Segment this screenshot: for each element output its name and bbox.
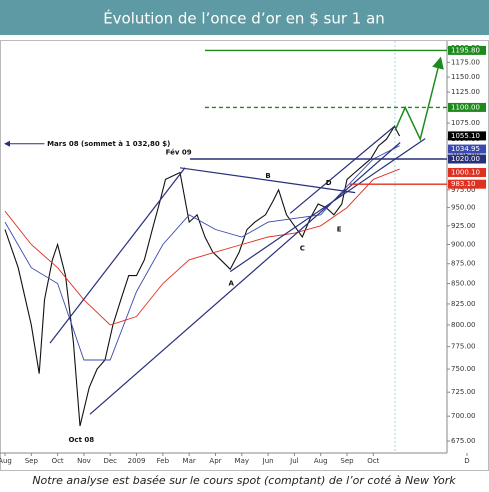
level-box xyxy=(448,102,486,112)
x-tick-label: Jun xyxy=(262,457,274,465)
price-line xyxy=(4,168,400,326)
trend-line xyxy=(89,142,401,415)
y-tick-label: 950.00 xyxy=(451,204,476,212)
annotation: E xyxy=(337,225,342,233)
level-label: 1020.00 xyxy=(451,155,480,163)
trend-line xyxy=(179,167,356,194)
x-tick-label: Mar xyxy=(183,457,196,465)
y-tick-label: 1175.00 xyxy=(451,58,480,66)
x-tick-label: Oct xyxy=(52,457,64,465)
y-tick-label: 800.00 xyxy=(451,321,476,329)
trend-line xyxy=(229,138,426,273)
trend-line xyxy=(289,125,396,214)
annotation: Oct 08 xyxy=(68,436,94,444)
x-tick-label: Dec xyxy=(103,457,117,465)
x-tick-label: D xyxy=(464,457,469,465)
x-tick-label: 2009 xyxy=(128,457,146,465)
y-tick-label: 725.00 xyxy=(451,388,476,396)
x-tick-label: Aug xyxy=(0,457,12,465)
y-tick-label: 1150.00 xyxy=(451,73,480,81)
y-tick-label: 825.00 xyxy=(451,300,476,308)
x-tick-label: Apr xyxy=(209,457,221,465)
x-tick-label: Sep xyxy=(25,457,39,465)
level-label: 1034.95 xyxy=(451,145,480,153)
x-tick-label: Sep xyxy=(340,457,354,465)
arrow-head xyxy=(4,140,10,147)
y-tick-label: 1125.00 xyxy=(451,88,480,96)
title-bar xyxy=(0,0,489,35)
projection xyxy=(394,56,444,142)
level-label: 983.10 xyxy=(451,180,476,188)
y-tick-label: 875.00 xyxy=(451,260,476,268)
annotation: Fév 09 xyxy=(166,148,192,156)
level-box xyxy=(448,154,486,164)
annotation: C xyxy=(300,244,305,252)
y-tick-label: 675.00 xyxy=(451,437,476,445)
level-label: 1055.10 xyxy=(451,132,480,140)
level-box xyxy=(448,179,486,189)
x-tick-label: Feb xyxy=(157,457,170,465)
chart-title: Évolution de l’once d’or en $ sur 1 an xyxy=(103,9,385,28)
y-tick-label: 775.00 xyxy=(451,343,476,351)
level-label: 1195.80 xyxy=(451,46,480,54)
y-tick-label: 925.00 xyxy=(451,222,476,230)
level-label: 1000.10 xyxy=(451,168,480,176)
y-tick-label: 750.00 xyxy=(451,365,476,373)
level-box xyxy=(448,167,486,177)
annotation: Mars 08 (sommet à 1 032,80 $) xyxy=(47,140,170,148)
x-tick-label: May xyxy=(235,457,249,465)
x-tick-label: Oct xyxy=(367,457,379,465)
price-line xyxy=(4,145,400,361)
x-tick-label: Aug xyxy=(314,457,328,465)
annotation: D xyxy=(326,179,332,187)
y-tick-label: 700.00 xyxy=(451,412,476,420)
x-tick-label: Jul xyxy=(289,457,299,465)
caption: Notre analyse est basée sur le cours spo… xyxy=(32,474,456,487)
price-line xyxy=(4,125,401,427)
annotation: B xyxy=(265,172,270,180)
trend-line xyxy=(49,167,186,344)
y-tick-label: 975.00 xyxy=(451,186,476,194)
frame xyxy=(0,40,489,471)
y-tick-label: 850.00 xyxy=(451,280,476,288)
x-tick-label: Nov xyxy=(77,457,91,465)
y-tick-label: 1075.00 xyxy=(451,119,480,127)
y-tick-label: 900.00 xyxy=(451,241,476,249)
level-box xyxy=(448,131,486,141)
level-box xyxy=(448,144,486,154)
level-label: 1100.00 xyxy=(451,103,480,111)
annotation: A xyxy=(229,280,235,288)
level-box xyxy=(448,45,486,55)
